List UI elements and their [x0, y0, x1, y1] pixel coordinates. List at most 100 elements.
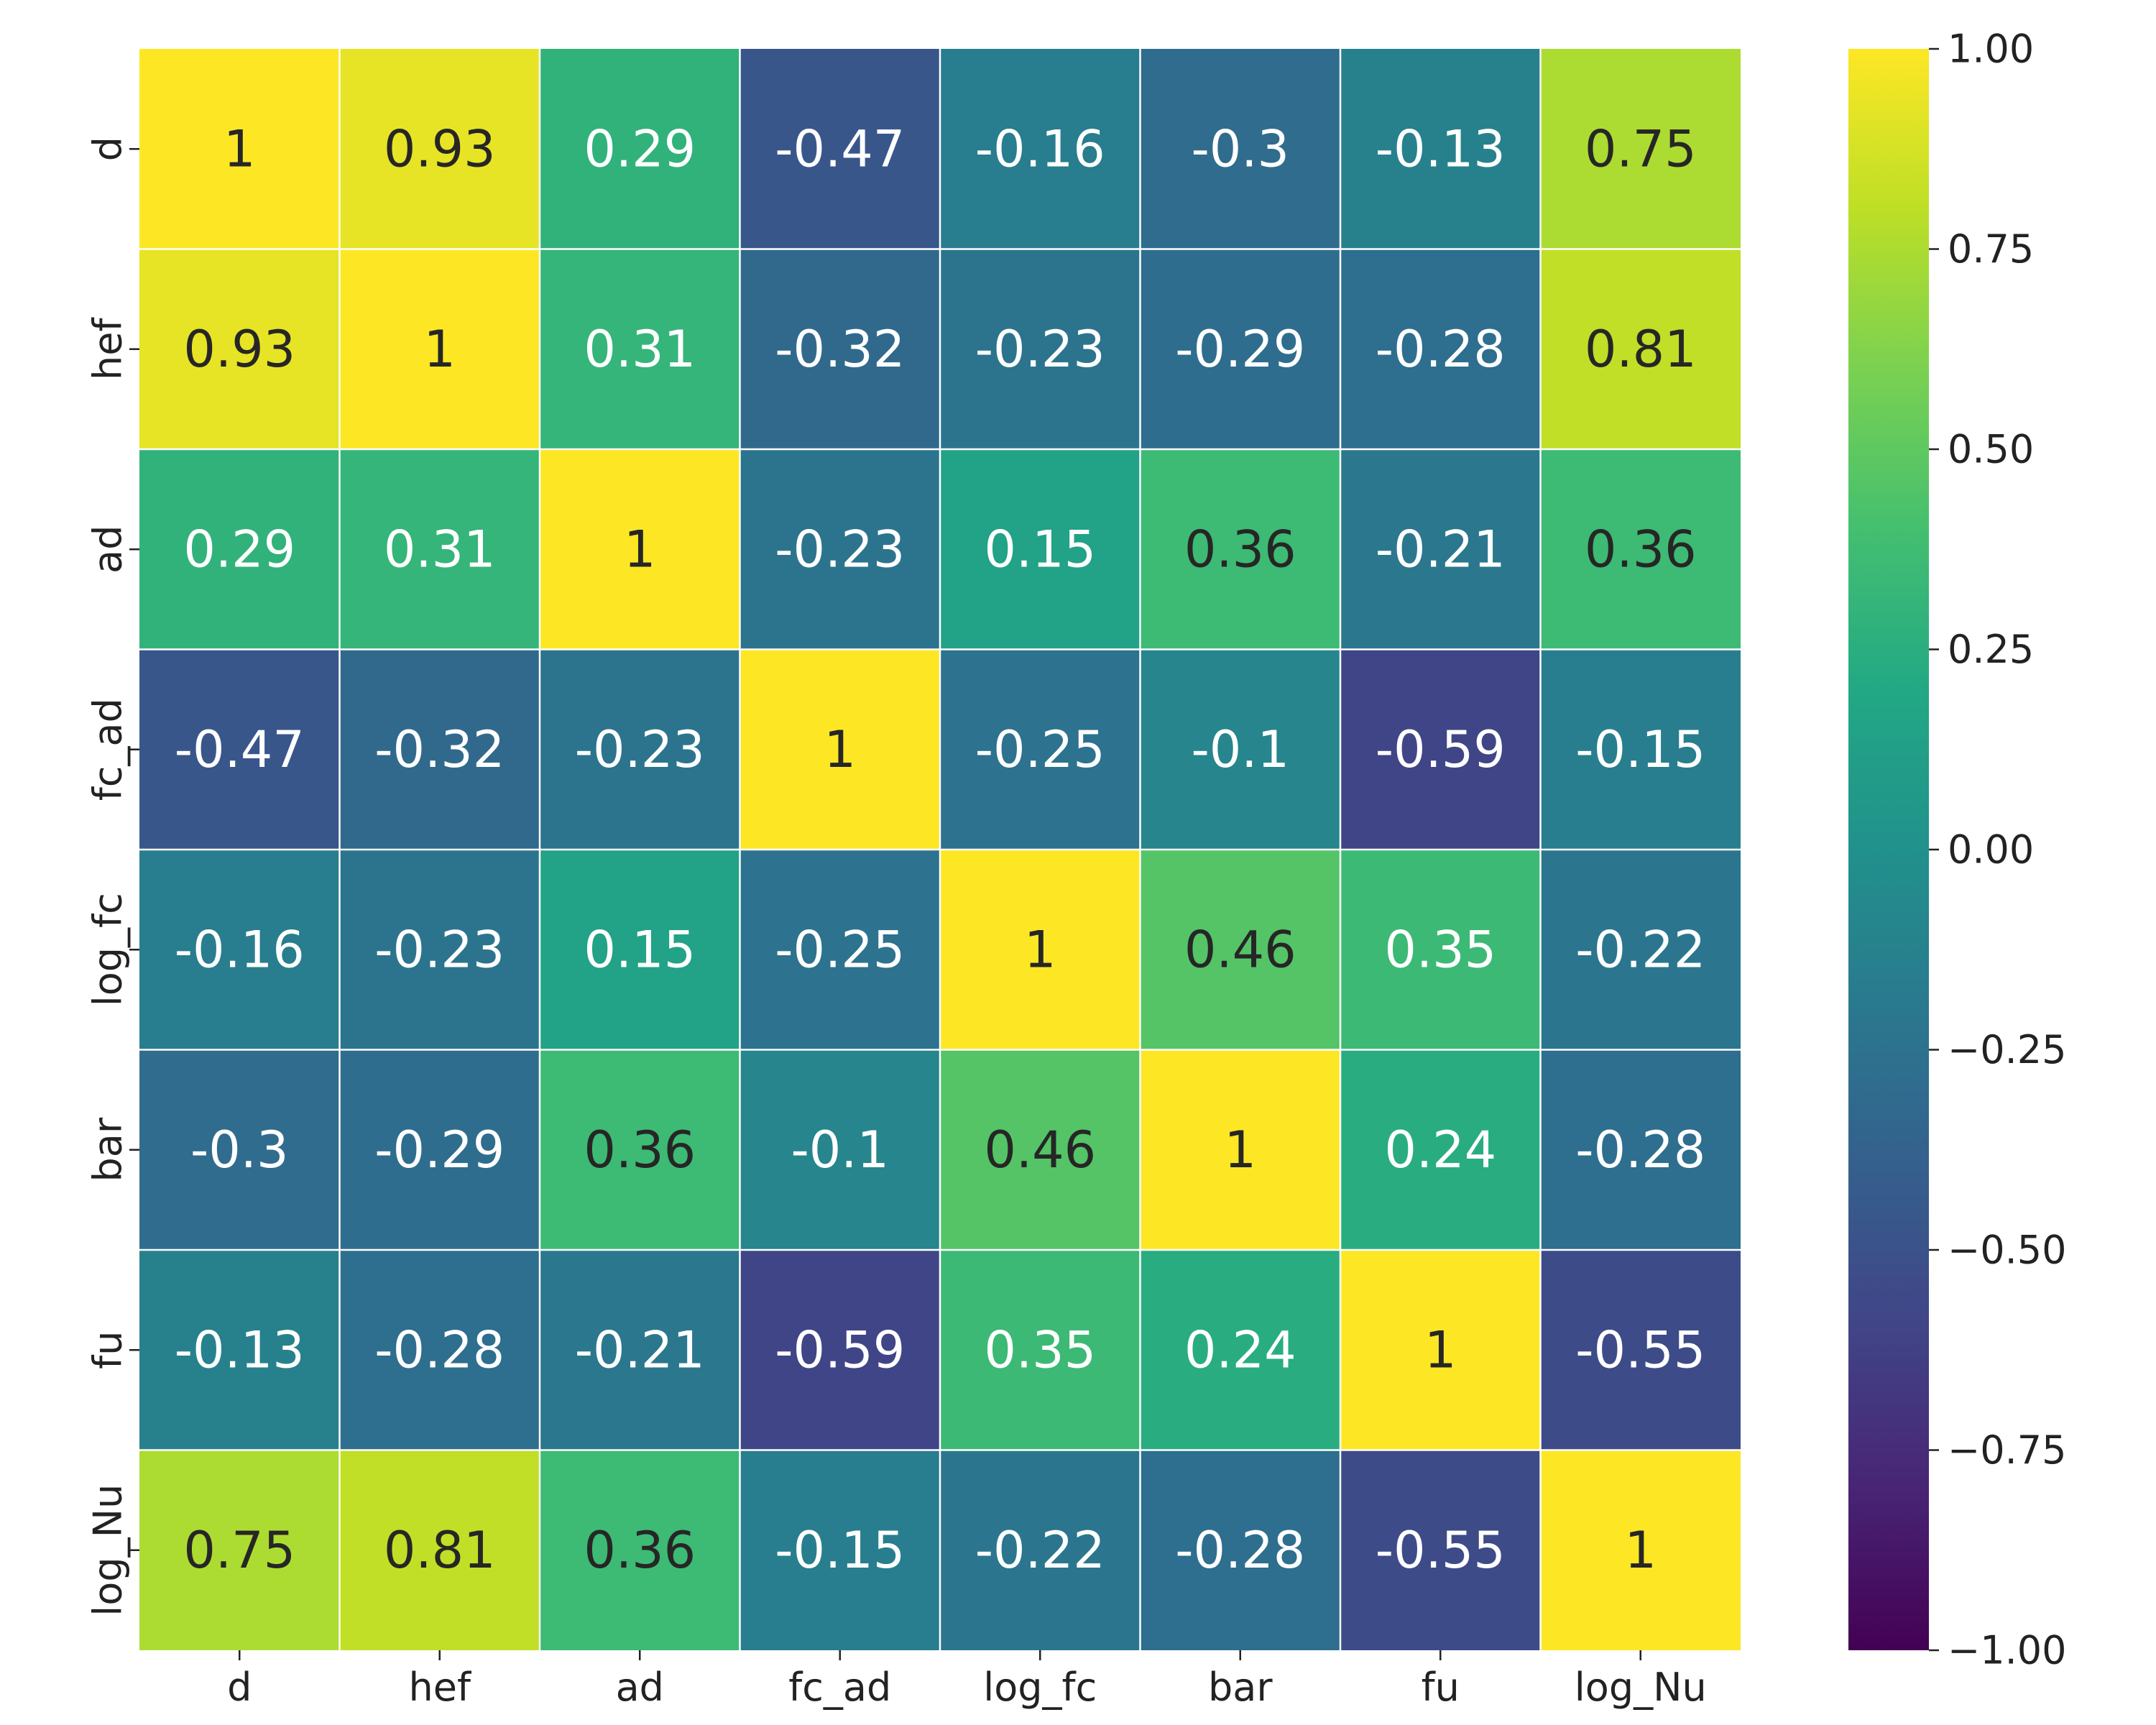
heatmap-cell — [339, 1450, 540, 1650]
cell-value-label: -0.13 — [1376, 119, 1506, 178]
heatmap-cell — [540, 1049, 740, 1250]
cell-value-label: -0.3 — [1191, 119, 1289, 178]
x-tick-label: log_fc — [983, 1665, 1097, 1710]
heatmap-cell — [1140, 249, 1340, 449]
cell-value-label: 0.29 — [584, 119, 696, 178]
heatmap-cell — [339, 49, 540, 249]
heatmap-cell — [139, 1450, 340, 1650]
heatmap-cell — [740, 449, 940, 650]
cell-value-label: 0.24 — [1384, 1121, 1496, 1179]
cell-value-label: -0.29 — [374, 1121, 505, 1179]
cell-value-label: -0.21 — [1376, 520, 1506, 579]
cell-value-label: 1 — [1024, 920, 1056, 979]
cell-value-label: -0.15 — [1575, 720, 1705, 779]
heatmap-cell — [139, 1250, 340, 1450]
cell-value-label: -0.25 — [975, 720, 1105, 779]
heatmap-cell — [540, 1250, 740, 1450]
colorbar: 1.00 0.75 0.50 0.25 0.00 −0.25 −0.50 −0.75 −1.00 — [1848, 27, 2066, 1673]
colorbar-tick-label: 0.00 — [1948, 827, 2034, 873]
heatmap-cell — [1340, 1450, 1541, 1650]
heatmap-cell — [540, 449, 740, 650]
cell-value-label: -0.23 — [575, 720, 705, 779]
cell-value-label: 0.36 — [1585, 520, 1697, 579]
cell-value-label: 0.31 — [384, 520, 496, 579]
cell-value-label: -0.16 — [975, 119, 1105, 178]
heatmap-cell — [1340, 249, 1541, 449]
x-tick-label: bar — [1208, 1665, 1273, 1710]
colorbar-tick-label: 0.50 — [1948, 427, 2034, 472]
heatmap-cell — [339, 649, 540, 850]
y-tick-label: fc_ad — [86, 698, 131, 801]
heatmap-cell — [1340, 850, 1541, 1050]
colorbar-gradient — [1848, 49, 1929, 1650]
heatmap-cell — [940, 1250, 1141, 1450]
heatmap-cells — [139, 49, 1741, 1650]
heatmap-cell — [139, 850, 340, 1050]
heatmap-cell — [1340, 649, 1541, 850]
heatmap-cell — [940, 49, 1141, 249]
cell-value-label: -0.23 — [975, 320, 1105, 379]
colorbar-tick-label: 0.25 — [1948, 627, 2034, 672]
heatmap-cell — [540, 649, 740, 850]
colorbar-tick-label: 0.75 — [1948, 226, 2034, 272]
cell-value-label: 0.15 — [984, 520, 1096, 579]
heatmap-cell — [1140, 649, 1340, 850]
heatmap-cell — [740, 850, 940, 1050]
cell-value-label: 0.36 — [584, 1521, 696, 1580]
heatmap-cell — [139, 49, 340, 249]
x-tick-label: ad — [616, 1665, 664, 1710]
heatmap-cell — [1140, 850, 1340, 1050]
heatmap-cell — [740, 49, 940, 249]
heatmap-cell — [1340, 1250, 1541, 1450]
cell-value-label: -0.1 — [1191, 720, 1289, 779]
heatmap-cell — [139, 649, 340, 850]
cell-value-label: 1 — [423, 320, 456, 379]
heatmap-cell — [740, 1250, 940, 1450]
x-tick-label: fu — [1422, 1665, 1460, 1710]
heatmap-cell — [940, 449, 1141, 650]
heatmap-cell — [940, 1049, 1141, 1250]
cell-value-label: -0.16 — [175, 920, 305, 979]
y-tick-label: log_fc — [86, 893, 131, 1006]
heatmap-cell — [1140, 1450, 1340, 1650]
cell-value-label: 0.93 — [384, 119, 496, 178]
heatmap-cell — [1140, 449, 1340, 650]
cell-value-label: 1 — [1424, 1320, 1457, 1379]
heatmap-cell — [339, 850, 540, 1050]
y-tick-label: ad — [86, 525, 131, 574]
cell-value-label: -0.15 — [775, 1521, 905, 1580]
heatmap-cell — [1340, 1049, 1541, 1250]
heatmap-cell — [540, 850, 740, 1050]
colorbar-tick-label: −0.50 — [1948, 1228, 2066, 1273]
cell-value-label: 1 — [624, 520, 656, 579]
heatmap-cell — [139, 449, 340, 650]
y-tick-label: fu — [86, 1331, 131, 1369]
cell-value-label: -0.13 — [175, 1320, 305, 1379]
cell-value-label: -0.1 — [791, 1121, 889, 1179]
heatmap-cell — [940, 649, 1141, 850]
heatmap-cell — [1540, 649, 1741, 850]
y-tick-label: d — [86, 137, 131, 161]
cell-value-label: 0.75 — [1585, 119, 1697, 178]
heatmap-cell — [1540, 449, 1741, 650]
heatmap-cell — [1340, 449, 1541, 650]
cell-value-label: 1 — [1224, 1121, 1256, 1179]
heatmap-cell — [339, 249, 540, 449]
cell-gridlines — [139, 49, 1741, 1650]
cell-value-label: 0.46 — [1184, 920, 1296, 979]
colorbar-tick-label: −0.25 — [1948, 1027, 2066, 1072]
cell-value-label: 0.31 — [584, 320, 696, 379]
cell-value-label: -0.47 — [775, 119, 905, 178]
cell-value-label: 0.29 — [183, 520, 295, 579]
cell-value-label: -0.29 — [1175, 320, 1305, 379]
cell-value-label: -0.23 — [775, 520, 905, 579]
heatmap-cell — [540, 249, 740, 449]
heatmap-cell — [1140, 49, 1340, 249]
cell-value-label: 1 — [1624, 1521, 1657, 1580]
cell-value-label: 0.36 — [584, 1121, 696, 1179]
heatmap-cell — [740, 1450, 940, 1650]
cell-value-label: -0.47 — [175, 720, 305, 779]
cell-value-label: 0.24 — [1184, 1320, 1296, 1379]
